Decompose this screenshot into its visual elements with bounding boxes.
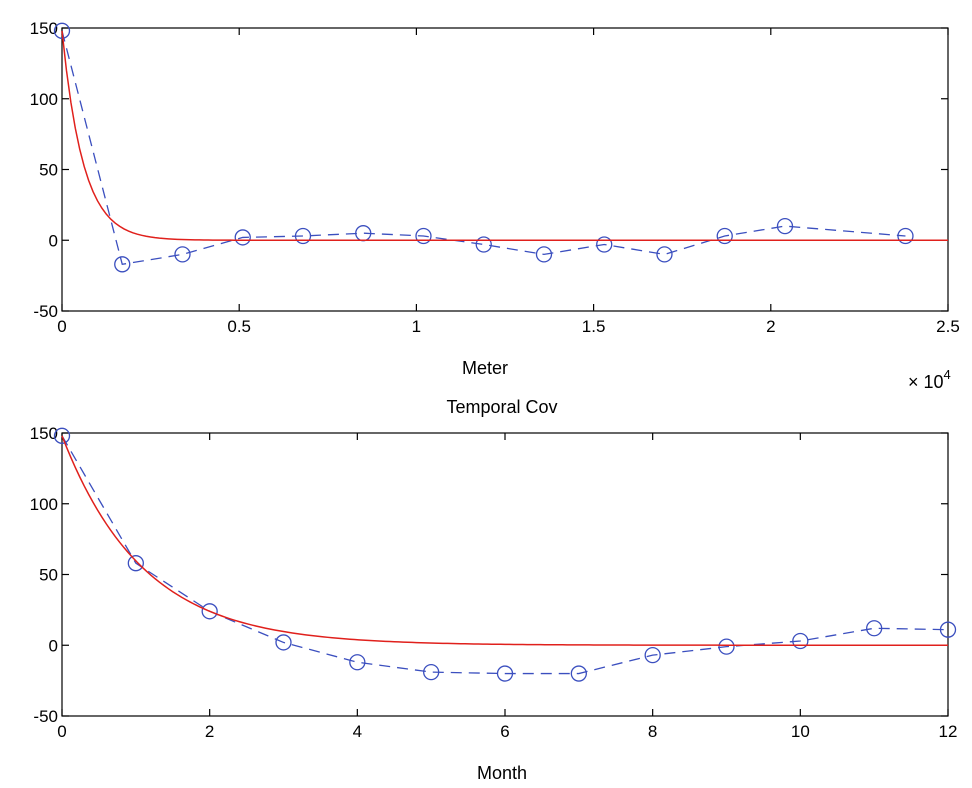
bottom-x-tick-label: 0: [57, 722, 66, 741]
top-x-tick-label: 1.5: [582, 317, 606, 336]
bottom-data-point: [644, 647, 661, 664]
bottom-data-point: [423, 663, 440, 681]
top-data-point: [174, 246, 191, 263]
bottom-x-tick-label: 6: [500, 722, 509, 741]
top-data-point: [53, 22, 71, 39]
bottom-x-tick-label: 4: [353, 722, 362, 741]
bottom-x-ticks: 0 2 4 6 8 10 12: [57, 433, 957, 741]
bottom-data-point: [792, 632, 809, 650]
top-x-multiplier-base: × 10: [908, 372, 944, 392]
top-data-point: [415, 227, 432, 245]
bottom-y-tick-label: 100: [30, 495, 58, 514]
top-data-point: [234, 229, 251, 246]
top-y-tick-label: 150: [30, 19, 58, 38]
top-x-multiplier: × 104: [908, 367, 951, 392]
top-data-point: [596, 236, 613, 253]
top-series: [53, 22, 948, 273]
top-x-ticks: 0 0.5 1 1.5 2 2.5: [57, 28, 960, 336]
bottom-y-tick-label: -50: [33, 707, 58, 726]
bottom-data-point: [349, 654, 366, 671]
top-data-point: [656, 246, 673, 263]
top-x-tick-label: 2.5: [936, 317, 960, 336]
bottom-data-point: [201, 603, 218, 620]
top-x-tick-label: 0.5: [227, 317, 251, 336]
bottom-data-point: [718, 638, 735, 655]
bottom-data-point: [570, 665, 587, 682]
top-fit-line: [61, 30, 948, 241]
bottom-data-point: [866, 620, 883, 637]
top-data-point: [294, 227, 312, 245]
top-y-tick-label: -50: [33, 302, 58, 321]
top-plot-axes-box: [61, 27, 949, 312]
bottom-data-point: [496, 665, 514, 682]
top-y-tick-label: 50: [39, 161, 58, 180]
bottom-data-point: [275, 634, 292, 651]
bottom-y-ticks: -50 0 50 100 150: [30, 424, 948, 726]
top-data-line: [61, 30, 906, 266]
top-x-tick-label: 0: [57, 317, 66, 336]
top-data-point: [716, 227, 733, 245]
bottom-y-tick-label: 0: [49, 636, 58, 655]
top-y-tick-label: 0: [49, 231, 58, 250]
top-x-axis-label: Meter: [462, 358, 508, 378]
bottom-series: [53, 427, 957, 682]
bottom-y-tick-label: 50: [39, 566, 58, 585]
bottom-plot-title: Temporal Cov: [446, 397, 557, 417]
top-data-point: [475, 236, 492, 253]
bottom-x-tick-label: 10: [791, 722, 810, 741]
top-data-point: [897, 227, 914, 245]
top-y-ticks: -50 0 50 100 150: [30, 19, 948, 321]
bottom-data-point: [939, 621, 957, 638]
bottom-x-axis-label: Month: [477, 763, 527, 783]
bottom-x-tick-label: 12: [939, 722, 958, 741]
bottom-data-point: [127, 555, 144, 572]
top-data-point: [535, 246, 553, 263]
bottom-x-tick-label: 8: [648, 722, 657, 741]
bottom-y-tick-label: 150: [30, 424, 58, 443]
bottom-data-point: [53, 427, 71, 444]
top-data-point: [114, 256, 131, 273]
top-x-tick-label: 2: [766, 317, 775, 336]
top-x-tick-label: 1: [412, 317, 421, 336]
bottom-data-line: [61, 435, 949, 675]
bottom-x-tick-label: 2: [205, 722, 214, 741]
top-data-point: [776, 217, 794, 235]
top-y-tick-label: 100: [30, 90, 58, 109]
top-x-multiplier-exponent: 4: [944, 367, 951, 382]
bottom-fit-line: [61, 435, 948, 646]
